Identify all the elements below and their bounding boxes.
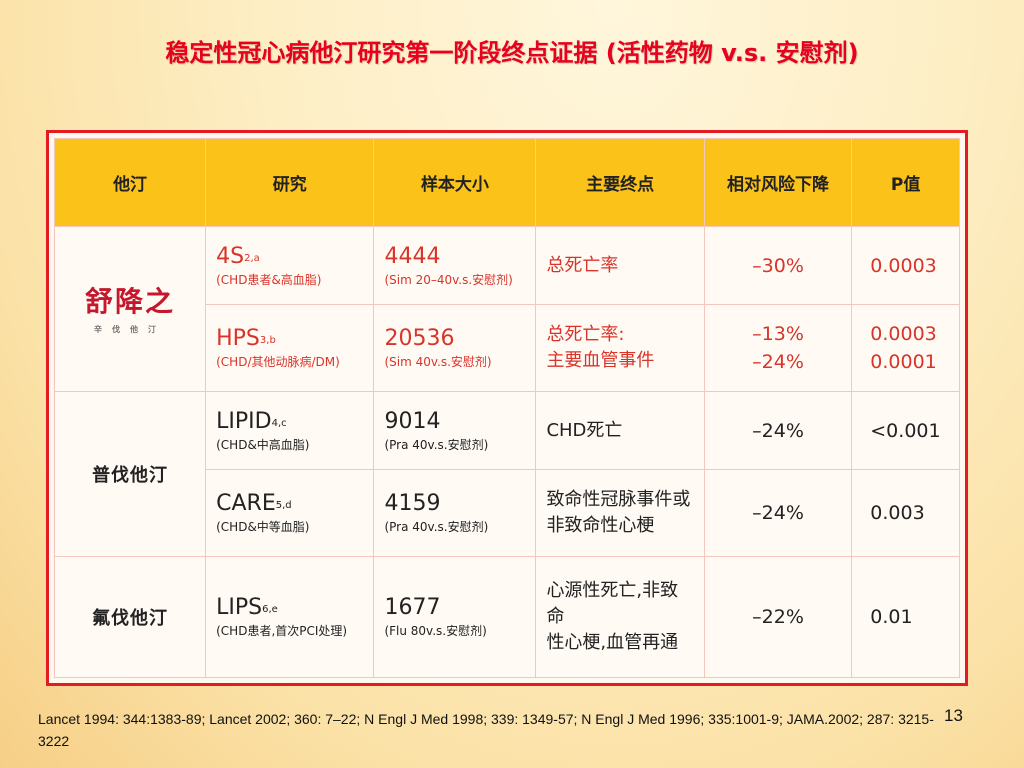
study-cell: LIPS6,e (CHD患者,首次PCI处理) [205, 555, 375, 679]
slide-title: 稳定性冠心病他汀研究第一阶段终点证据 (活性药物 v.s. 安慰剂) [165, 39, 859, 67]
zocor-logo: 舒降之 辛伐他汀 [85, 280, 175, 335]
p-cell: 0.0003 0.0001 [851, 304, 960, 392]
table-row: HPS3,b (CHD/其他动脉病/DM) 20536 (Sim 40v.s.安… [55, 304, 960, 392]
study-ref: 6,e [262, 603, 278, 615]
endpoint-text: CHD死亡 [546, 419, 623, 441]
statin-name: 氟伐他汀 [92, 607, 169, 629]
rrr-value: –22% [752, 605, 804, 628]
rrr-cell: –22% [703, 555, 853, 679]
zocor-logo-text: 舒降之 [85, 285, 176, 319]
header-sample-size: 样本大小 [373, 138, 537, 227]
size-cell: 9014 (Pra 40v.s.安慰剂) [373, 390, 537, 471]
table-row: CARE5,d (CHD&中等血脂) 4159 (Pra 40v.s.安慰剂) … [55, 469, 960, 557]
rrr-value: –24% [752, 502, 804, 525]
endpoint-line: 心源性死亡,非致命 [546, 579, 679, 627]
references-footnote: Lancet 1994: 344:1383-89; Lancet 2002; 3… [38, 711, 934, 749]
study-name: LIPS [216, 594, 263, 620]
sample-size: 4444 [384, 243, 441, 269]
header-study: 研究 [205, 138, 375, 227]
p-cell: 0.003 [851, 469, 960, 557]
p-value: 0.01 [870, 605, 913, 628]
rrr-cell: –24% [703, 390, 853, 471]
endpoint-cell: CHD死亡 [535, 390, 705, 471]
study-note: (CHD患者,首次PCI处理) [216, 623, 348, 638]
study-cell: CARE5,d (CHD&中等血脂) [205, 469, 375, 557]
rrr-cell: –13% –24% [703, 304, 853, 392]
p-cell: 0.0003 [851, 225, 960, 306]
sample-size: 20536 [384, 326, 455, 352]
study-cell: HPS3,b (CHD/其他动脉病/DM) [205, 304, 375, 392]
rrr-value: –13% [752, 323, 804, 346]
sample-size: 9014 [384, 408, 441, 434]
endpoint-cell: 总死亡率: 主要血管事件 [535, 304, 705, 392]
endpoint-cell: 总死亡率 [535, 225, 705, 306]
endpoint-line: 总死亡率: [546, 324, 625, 346]
study-cell: LIPID4,c (CHD&中高血脂) [205, 390, 375, 471]
study-name: HPS [216, 326, 260, 352]
sample-size: 1677 [384, 594, 441, 620]
header-primary-endpoint: 主要终点 [535, 138, 705, 227]
statin-cell-simvastatin: 舒降之 辛伐他汀 [53, 226, 207, 392]
rrr-value: –30% [752, 254, 804, 277]
study-ref: 5,d [275, 500, 292, 512]
page-number: 13 [944, 706, 963, 725]
size-cell: 4159 (Pra 40v.s.安慰剂) [373, 469, 537, 557]
size-cell: 20536 (Sim 40v.s.安慰剂) [373, 304, 537, 392]
header-relative-risk-reduction: 相对风险下降 [703, 138, 853, 227]
size-cell: 1677 (Flu 80v.s.安慰剂) [373, 555, 537, 679]
study-name: 4S [216, 243, 245, 269]
rrr-cell: –24% [703, 469, 853, 557]
endpoint-line: 主要血管事件 [546, 350, 655, 372]
endpoint-line: 非致命性心梗 [546, 515, 655, 537]
endpoint-cell: 致命性冠脉事件或 非致命性心梗 [535, 469, 705, 557]
p-value: 0.0003 [870, 254, 937, 277]
p-value: 0.0003 [870, 323, 937, 346]
sample-size-note: (Sim 20–40v.s.安慰剂) [384, 272, 513, 287]
table-row: 氟伐他汀 LIPS6,e (CHD患者,首次PCI处理) 1677 (Flu 8… [53, 555, 960, 679]
p-cell: 0.01 [851, 555, 960, 679]
study-note: (CHD/其他动脉病/DM) [216, 355, 340, 370]
table-header-row: 他汀 研究 样本大小 主要终点 相对风险下降 P值 [53, 138, 960, 227]
statin-cell-pravastatin: 普伐他汀 [53, 390, 207, 557]
endpoint-line: 致命性冠脉事件或 [546, 489, 691, 511]
endpoint-cell: 心源性死亡,非致命 性心梗,血管再通 [535, 555, 705, 679]
size-cell: 4444 (Sim 20–40v.s.安慰剂) [373, 225, 537, 306]
sample-size: 4159 [384, 491, 441, 517]
evidence-table-frame: 他汀 研究 样本大小 主要终点 相对风险下降 P值 舒降之 辛伐他汀 4S2,a… [46, 130, 968, 686]
study-note: (CHD患者&高血脂) [216, 272, 322, 287]
study-ref: 4,c [271, 417, 287, 429]
header-p-value: P值 [851, 138, 960, 227]
sample-size-note: (Flu 80v.s.安慰剂) [384, 623, 487, 638]
statin-cell-fluvastatin: 氟伐他汀 [53, 555, 207, 679]
sample-size-note: (Sim 40v.s.安慰剂) [384, 355, 492, 370]
study-note: (CHD&中高血脂) [216, 437, 310, 452]
header-statin: 他汀 [53, 138, 207, 227]
endpoint-line: 性心梗,血管再通 [546, 631, 679, 653]
zocor-logo-subtext: 辛伐他汀 [94, 325, 167, 335]
table-row: 普伐他汀 LIPID4,c (CHD&中高血脂) 9014 (Pra 40v.s… [53, 390, 960, 557]
p-value: 0.003 [870, 502, 925, 525]
sample-size-note: (Pra 40v.s.安慰剂) [384, 437, 489, 452]
sample-size-note: (Pra 40v.s.安慰剂) [384, 520, 489, 535]
study-name: LIPID [216, 408, 272, 434]
study-ref: 2,a [244, 252, 260, 264]
endpoint-text: 总死亡率 [546, 254, 619, 276]
statin-name: 普伐他汀 [92, 464, 169, 486]
study-note: (CHD&中等血脂) [216, 520, 310, 535]
rrr-cell: –30% [703, 225, 853, 306]
study-name: CARE [216, 491, 276, 517]
p-value: 0.0001 [870, 351, 937, 374]
p-cell: <0.001 [851, 390, 960, 471]
study-cell: 4S2,a (CHD患者&高血脂) [205, 225, 375, 306]
rrr-value: –24% [752, 419, 804, 442]
study-ref: 3,b [259, 335, 276, 347]
p-value: <0.001 [870, 419, 941, 442]
rrr-value: –24% [752, 351, 804, 374]
table-row: 舒降之 辛伐他汀 4S2,a (CHD患者&高血脂) 4444 (Sim 20–… [53, 225, 960, 392]
evidence-table: 他汀 研究 样本大小 主要终点 相对风险下降 P值 舒降之 辛伐他汀 4S2,a… [53, 138, 960, 679]
